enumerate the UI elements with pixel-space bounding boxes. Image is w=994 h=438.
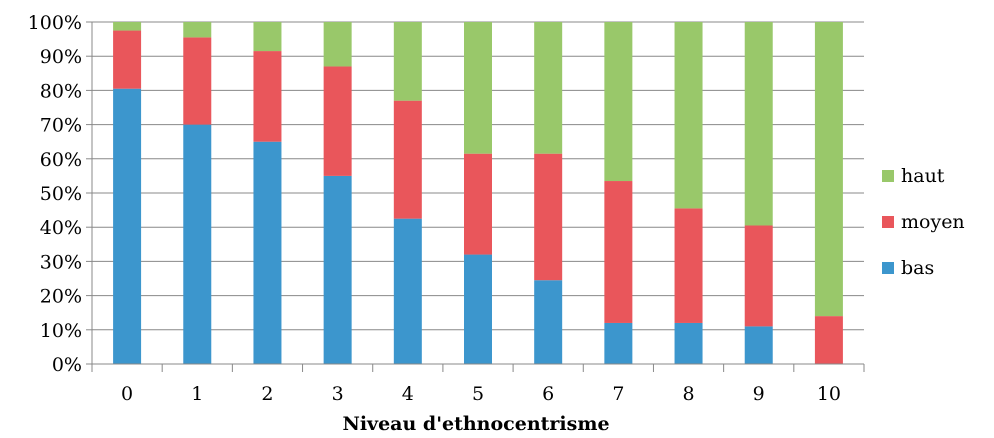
bar-moyen-4: [393, 100, 422, 219]
bar-moyen-8: [674, 208, 703, 323]
x-tick-labels: 0 1 2 3 4 5 6 7 8 9 10: [121, 383, 841, 405]
x-tick-label: 7: [612, 383, 624, 405]
bar-haut-4: [393, 22, 422, 101]
bar-bas-9: [744, 326, 773, 364]
bar-bas-7: [604, 322, 633, 364]
legend-swatch-bas: [882, 262, 894, 274]
bar-haut-2: [253, 22, 282, 52]
bar-haut-6: [534, 22, 563, 154]
y-tick-label: 60%: [40, 149, 82, 171]
bar-moyen-1: [183, 37, 212, 125]
legend-swatch-haut: [882, 170, 894, 182]
bar-bas-4: [393, 218, 422, 364]
x-tick-label: 8: [682, 383, 694, 405]
legend-label-moyen: moyen: [901, 211, 965, 233]
bar-moyen-0: [113, 30, 142, 89]
bar-haut-0: [113, 22, 142, 31]
y-tick-label: 0%: [52, 354, 82, 376]
bar-haut-1: [183, 22, 212, 38]
x-tick-label: 0: [121, 383, 133, 405]
bar-moyen-2: [253, 51, 282, 142]
bar-bas-1: [183, 124, 212, 364]
bar-bas-3: [323, 175, 352, 364]
y-tick-label: 30%: [40, 251, 82, 273]
y-tick-label: 40%: [40, 217, 82, 239]
legend-label-bas: bas: [901, 257, 934, 279]
bar-bas-2: [253, 141, 282, 364]
x-tick-label: 1: [191, 383, 203, 405]
y-tick-label: 20%: [40, 286, 82, 308]
bar-haut-7: [604, 22, 633, 182]
bar-moyen-5: [464, 153, 492, 255]
y-tick-labels: 0% 10% 20% 30% 40% 50% 60% 70% 80% 90% 100%: [28, 12, 82, 376]
y-tick-label: 90%: [40, 46, 82, 68]
legend: haut moyen bas: [882, 165, 965, 279]
bar-haut-5: [464, 22, 492, 154]
bars: [113, 22, 843, 364]
bar-bas-8: [674, 322, 703, 364]
bar-haut-10: [814, 22, 843, 317]
y-tick-label: 10%: [40, 320, 82, 342]
bar-haut-3: [323, 22, 352, 67]
y-tick-label: 80%: [40, 80, 82, 102]
bar-moyen-3: [323, 66, 352, 176]
x-tick-label: 4: [402, 383, 414, 405]
legend-label-haut: haut: [901, 165, 945, 187]
x-tick-label: 5: [472, 383, 484, 405]
bar-haut-8: [674, 22, 703, 209]
x-tick-label: 9: [753, 383, 765, 405]
x-tick-label: 6: [542, 383, 554, 405]
y-tick-label: 100%: [28, 12, 82, 34]
bar-bas-6: [534, 280, 563, 364]
x-tick-label: 2: [261, 383, 273, 405]
bar-haut-9: [744, 22, 773, 226]
bar-bas-5: [464, 254, 492, 364]
bar-moyen-6: [534, 153, 563, 281]
bar-moyen-9: [744, 225, 773, 327]
bar-bas-0: [113, 88, 142, 364]
y-tick-label: 50%: [40, 183, 82, 205]
bar-moyen-10: [814, 316, 843, 364]
bar-moyen-7: [604, 181, 633, 323]
x-tick-label: 3: [332, 383, 344, 405]
x-axis-title: Niveau d'ethnocentrisme: [342, 413, 609, 435]
x-tick-label: 10: [817, 383, 841, 405]
axes: [91, 22, 865, 372]
legend-swatch-moyen: [882, 216, 894, 228]
y-tick-label: 70%: [40, 115, 82, 137]
